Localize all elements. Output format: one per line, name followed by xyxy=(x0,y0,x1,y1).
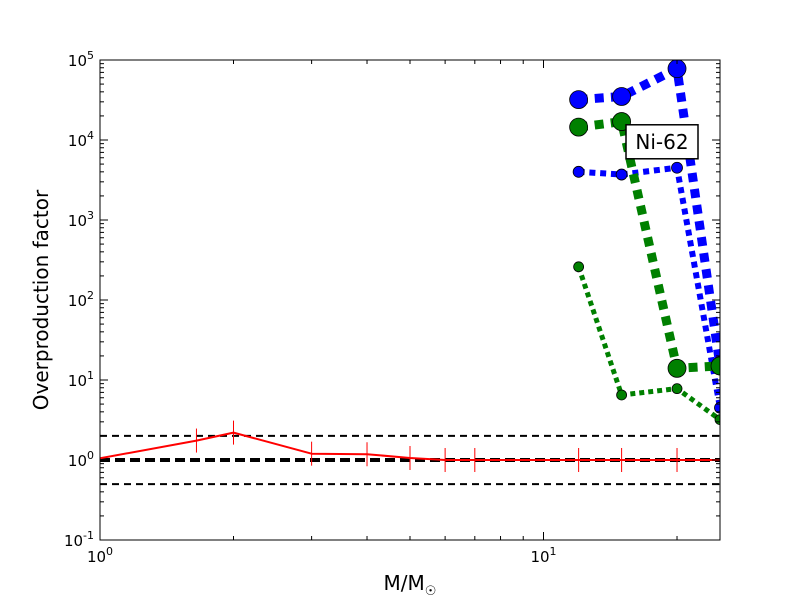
series-3-line xyxy=(578,117,720,373)
series-4-line xyxy=(576,266,720,422)
series-4-point-0 xyxy=(573,261,585,273)
x-tick-label: 101 xyxy=(530,545,556,566)
series-1-point-1 xyxy=(612,87,632,106)
series-1-line xyxy=(578,64,720,367)
series-2-point-0 xyxy=(572,165,585,178)
annotation-layer: Ni-62 xyxy=(625,124,699,160)
y-tick-label: 102 xyxy=(68,289,94,310)
series-3-point-0 xyxy=(569,117,589,137)
y-tick-label: 101 xyxy=(68,369,94,390)
plot-area xyxy=(100,60,720,486)
x-tick-label: 100 xyxy=(87,545,113,566)
y-tick-label: 10-1 xyxy=(64,529,94,550)
series-4-point-2 xyxy=(671,383,683,395)
y-tick-label: 104 xyxy=(68,129,94,150)
series-0-line xyxy=(100,431,720,461)
y-tick-label: 105 xyxy=(68,49,94,70)
y-tick-label: 100 xyxy=(68,449,94,470)
series-2-point-3 xyxy=(714,401,720,414)
series-2-point-2 xyxy=(671,161,683,174)
annotation-label: Ni-62 xyxy=(635,130,688,154)
y-axis-label: Overproduction factor xyxy=(29,189,53,410)
series-3-point-3 xyxy=(710,356,720,376)
series-1-point-0 xyxy=(569,90,589,109)
series-2-point-1 xyxy=(615,168,628,181)
series-2-line xyxy=(578,164,720,409)
y-tick-label: 103 xyxy=(68,209,94,230)
x-axis-label: M/M☉ xyxy=(384,571,437,599)
series-1-point-2 xyxy=(667,60,687,79)
series-4-point-1 xyxy=(616,389,628,401)
annotation-box xyxy=(625,124,699,160)
series-3-point-2 xyxy=(667,358,687,378)
